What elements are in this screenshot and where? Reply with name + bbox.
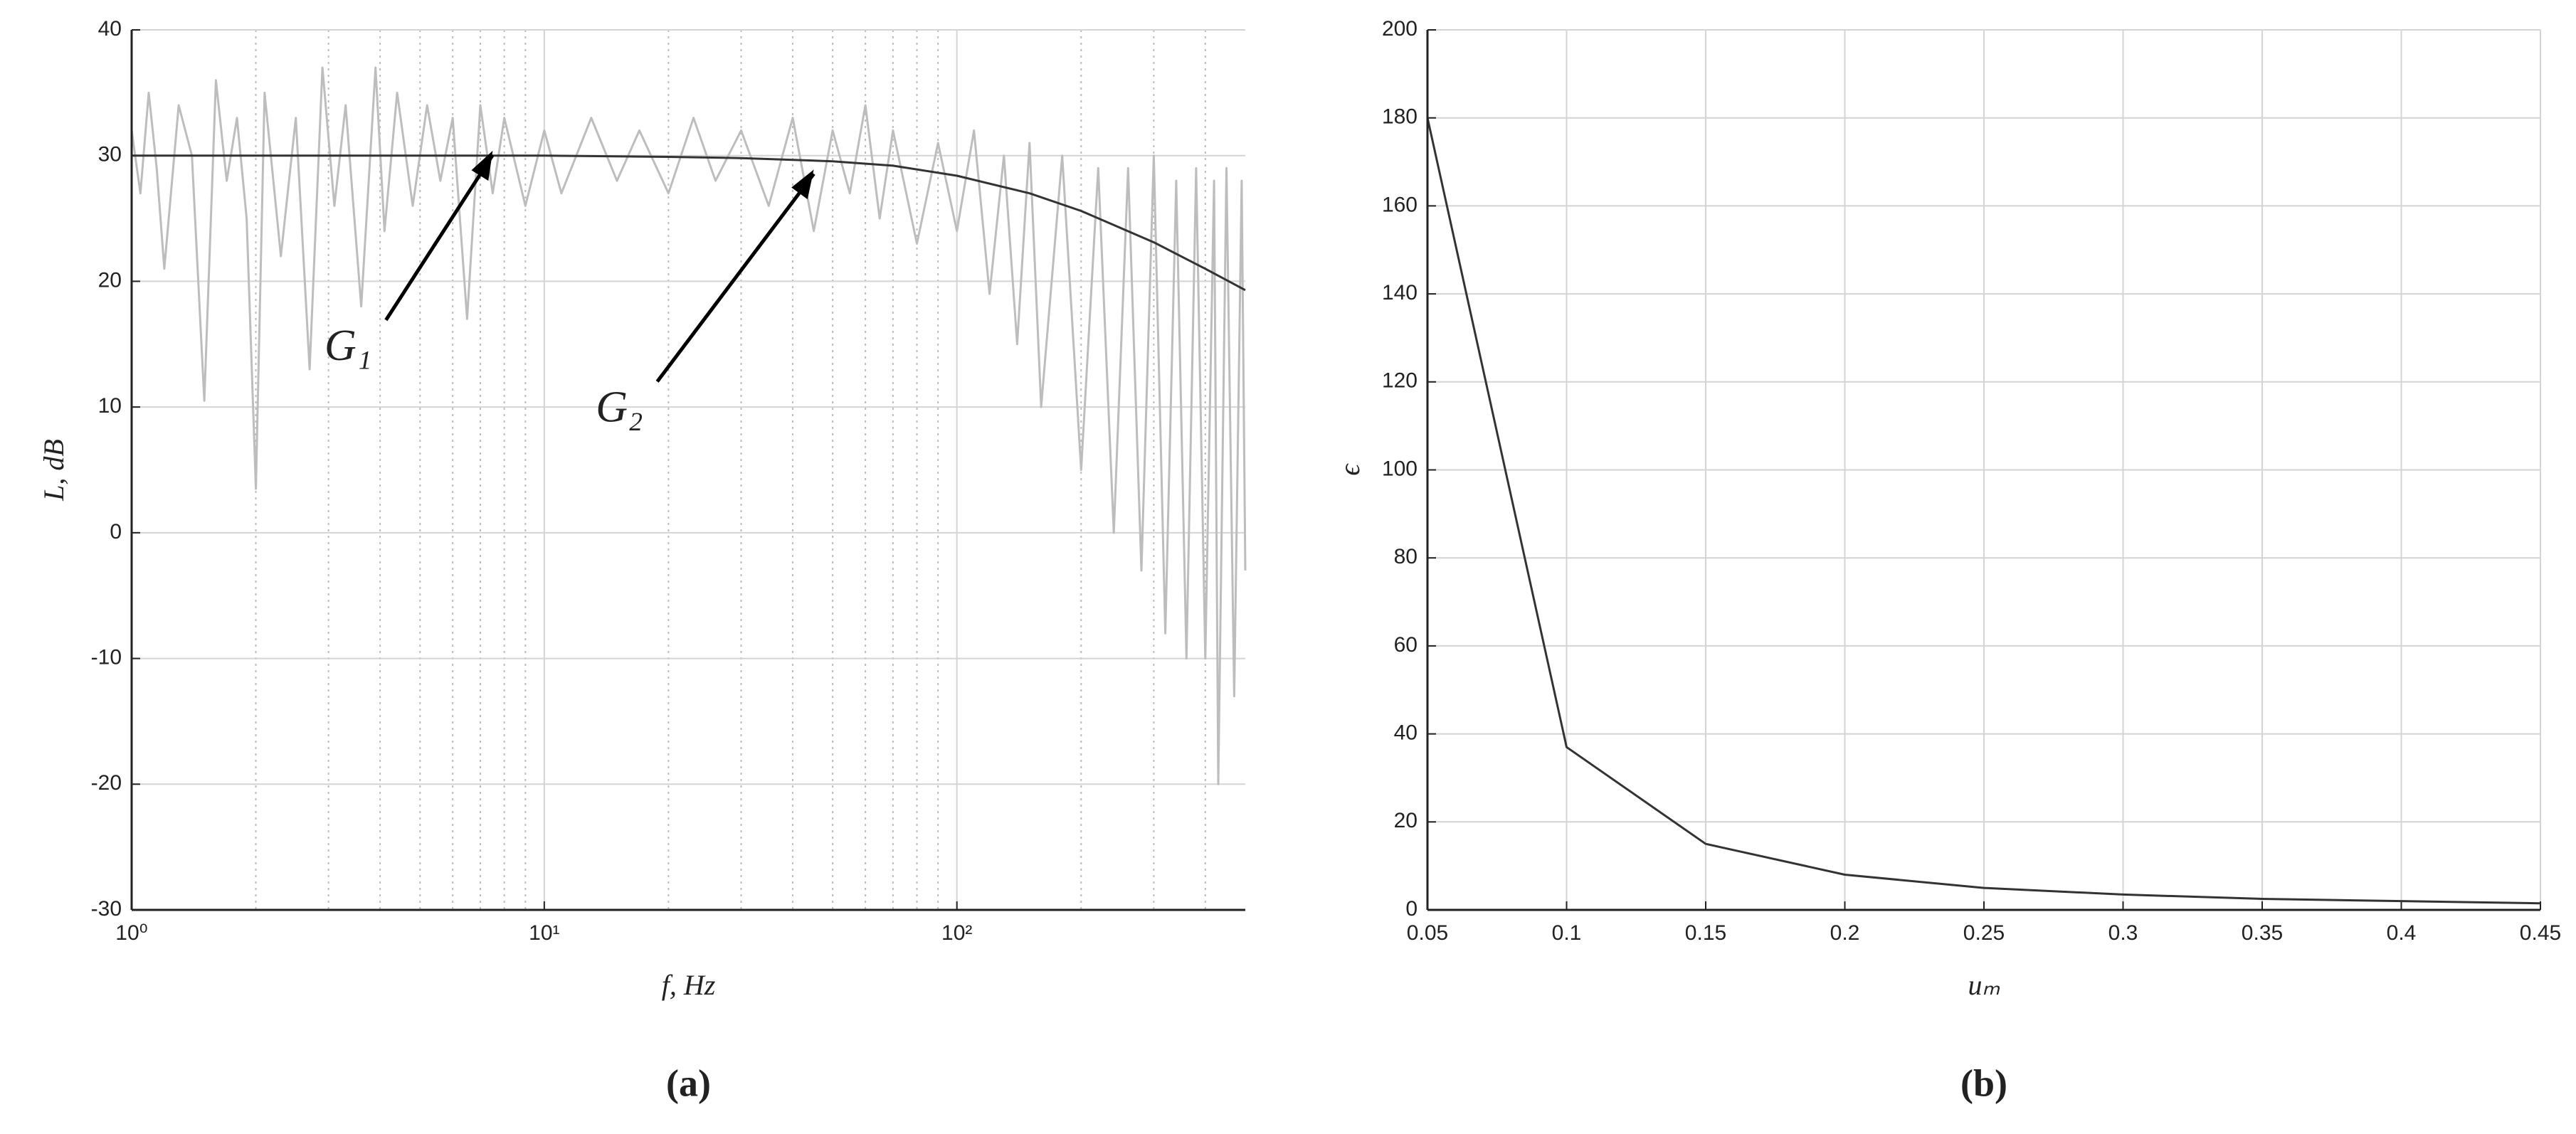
annotation-arrow: [655, 172, 815, 383]
y-tick-label: 0: [110, 520, 122, 544]
y-tick-label: 10: [98, 394, 122, 418]
panel-label: (b): [1960, 1061, 2007, 1104]
y-tick-label: 200: [1382, 17, 1418, 41]
x-axis-label: f, Hz: [662, 969, 716, 1001]
y-tick-label: 120: [1382, 369, 1418, 393]
x-tick-label: 0.15: [1685, 921, 1726, 945]
arrow-head: [791, 169, 814, 200]
x-axis-label: uₘ: [1968, 969, 2000, 1001]
data-line: [130, 66, 1247, 785]
panel-label: (a): [666, 1061, 711, 1104]
y-tick-label: 20: [98, 268, 122, 292]
annotation: G₂: [596, 383, 643, 432]
y-tick-label: 0: [1405, 897, 1418, 921]
y-tick-label: -20: [91, 771, 122, 795]
y-tick-label: 30: [98, 143, 122, 166]
x-tick-label: 10¹: [529, 921, 559, 945]
arrow-head: [471, 150, 493, 181]
y-axis-label: L, dB: [38, 439, 70, 502]
data-line: [1426, 117, 2541, 905]
y-axis-label: ϵ: [1334, 463, 1366, 476]
x-tick-label: 0.4: [2387, 921, 2417, 945]
x-tick-label: 0.25: [1963, 921, 2005, 945]
y-tick-label: 180: [1382, 105, 1418, 129]
annotation-arrow: [384, 154, 495, 322]
y-tick-label: -30: [91, 897, 122, 921]
y-tick-label: 160: [1382, 193, 1418, 216]
x-tick-label: 10²: [941, 921, 972, 945]
x-tick-label: 0.1: [1552, 921, 1582, 945]
annotation: G₁: [324, 322, 371, 370]
y-tick-label: 100: [1382, 457, 1418, 480]
x-tick-label: 0.3: [2108, 921, 2138, 945]
y-tick-label: 60: [1394, 633, 1418, 657]
y-tick-label: -10: [91, 645, 122, 669]
x-tick-label: 0.35: [2242, 921, 2283, 945]
x-tick-label: 10⁰: [115, 921, 147, 945]
y-tick-label: 40: [1394, 721, 1418, 745]
y-tick-label: 20: [1394, 809, 1418, 832]
y-tick-label: 140: [1382, 281, 1418, 304]
x-tick-label: 0.2: [1830, 921, 1860, 945]
y-tick-label: 40: [98, 17, 122, 41]
x-tick-label: 0.45: [2520, 921, 2561, 945]
data-line: [132, 154, 1246, 292]
x-tick-label: 0.05: [1407, 921, 1448, 945]
y-tick-label: 80: [1394, 545, 1418, 568]
